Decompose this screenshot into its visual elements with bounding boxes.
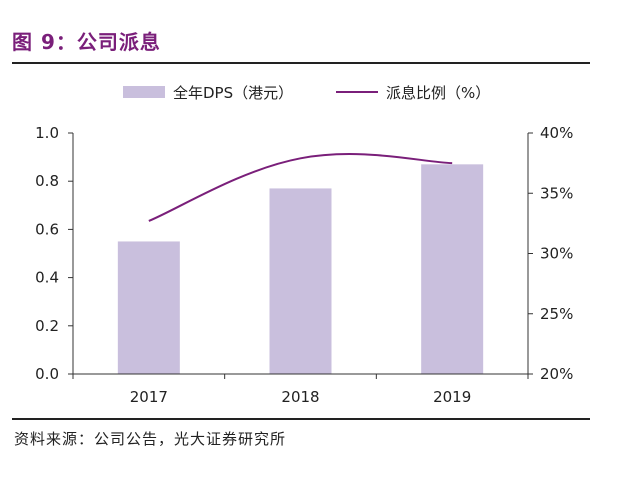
x-tick-label: 2017 xyxy=(130,388,168,406)
right-tick-label: 40% xyxy=(540,124,573,142)
left-tick-label: 0.0 xyxy=(35,365,59,383)
legend-line-label: 派息比例（%） xyxy=(386,84,490,102)
x-tick-label: 2018 xyxy=(281,388,319,406)
x-tick-label: 2019 xyxy=(433,388,471,406)
line-series xyxy=(148,153,453,222)
legend-bar-label: 全年DPS（港元） xyxy=(173,84,293,102)
bar-2019 xyxy=(421,164,484,374)
left-tick-label: 0.4 xyxy=(35,269,59,287)
right-tick-label: 25% xyxy=(540,305,573,323)
left-tick-label: 1.0 xyxy=(35,124,59,142)
top-rule xyxy=(12,62,590,64)
axes: 0.0 0.2 0.4 0.6 0.8 1.0 20% 25% 30% 35% 40% 2017 201… xyxy=(35,124,573,406)
left-tick-label: 0.8 xyxy=(35,172,59,190)
bottom-rule xyxy=(12,418,590,420)
right-tick-label: 20% xyxy=(540,365,573,383)
source-note: 资料来源：公司公告，光大证券研究所 xyxy=(14,430,287,448)
left-tick-label: 0.6 xyxy=(35,220,59,238)
legend: 全年DPS（港元） 派息比例（%） xyxy=(123,84,490,102)
left-tick-label: 0.2 xyxy=(35,317,59,335)
right-tick-label: 30% xyxy=(540,245,573,263)
legend-bar-swatch xyxy=(123,86,165,98)
bar-2018 xyxy=(269,188,332,374)
bar-2017 xyxy=(117,241,180,374)
chart: 全年DPS（港元） 派息比例（%） 0.0 0.2 0.4 0.6 0.8 1.0 20% 25… xyxy=(35,84,573,406)
right-tick-label: 35% xyxy=(540,184,573,202)
figure-title: 图 9：公司派息 xyxy=(12,30,161,54)
bar-series xyxy=(117,164,484,374)
